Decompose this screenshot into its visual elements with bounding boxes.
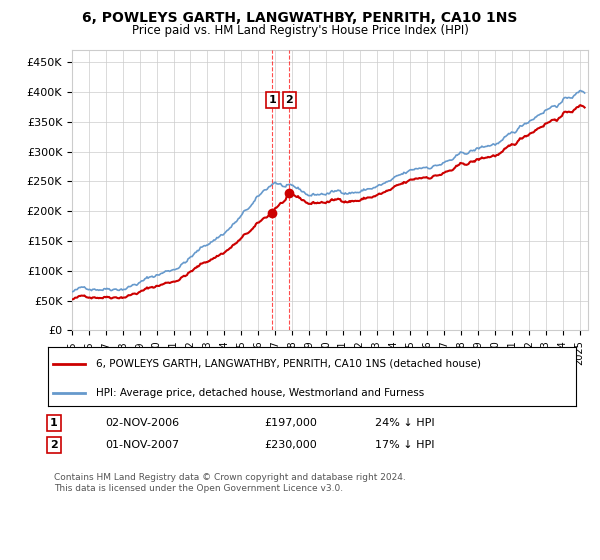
Text: 02-NOV-2006: 02-NOV-2006 <box>105 418 179 428</box>
Text: 24% ↓ HPI: 24% ↓ HPI <box>375 418 434 428</box>
Text: Price paid vs. HM Land Registry's House Price Index (HPI): Price paid vs. HM Land Registry's House … <box>131 24 469 36</box>
Text: 2: 2 <box>50 440 58 450</box>
Text: 1: 1 <box>50 418 58 428</box>
Text: 2: 2 <box>286 95 293 105</box>
Text: 17% ↓ HPI: 17% ↓ HPI <box>375 440 434 450</box>
Text: Contains HM Land Registry data © Crown copyright and database right 2024.
This d: Contains HM Land Registry data © Crown c… <box>54 473 406 493</box>
Text: £197,000: £197,000 <box>264 418 317 428</box>
Text: 6, POWLEYS GARTH, LANGWATHBY, PENRITH, CA10 1NS: 6, POWLEYS GARTH, LANGWATHBY, PENRITH, C… <box>82 11 518 25</box>
Text: 1: 1 <box>268 95 276 105</box>
Text: HPI: Average price, detached house, Westmorland and Furness: HPI: Average price, detached house, West… <box>95 388 424 398</box>
Text: £230,000: £230,000 <box>264 440 317 450</box>
Text: 01-NOV-2007: 01-NOV-2007 <box>105 440 179 450</box>
Text: 6, POWLEYS GARTH, LANGWATHBY, PENRITH, CA10 1NS (detached house): 6, POWLEYS GARTH, LANGWATHBY, PENRITH, C… <box>95 358 481 368</box>
